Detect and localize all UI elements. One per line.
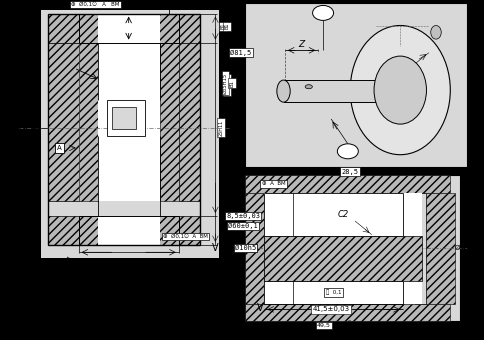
Text: B: B [320, 8, 326, 17]
Text: Ø10H7: Ø10H7 [2, 124, 27, 131]
Bar [98, 14, 160, 42]
Bar [264, 193, 422, 304]
Text: B1: B1 [224, 23, 229, 30]
Bar [78, 42, 98, 201]
Bar [47, 42, 78, 201]
Bar [179, 42, 200, 201]
Text: A: A [57, 145, 62, 151]
Ellipse shape [305, 85, 312, 89]
Text: Ø35H15: Ø35H15 [224, 75, 229, 95]
Text: B1: B1 [221, 23, 226, 30]
Text: 25H11: 25H11 [218, 119, 223, 136]
Bar [245, 193, 264, 304]
Text: V: V [29, 172, 35, 182]
Text: ⎕  0,1: ⎕ 0,1 [326, 290, 341, 295]
Text: Ø81,5: Ø81,5 [230, 50, 251, 56]
Bar [98, 42, 160, 201]
Text: ▷: ▷ [67, 255, 74, 265]
Bar [107, 100, 145, 136]
Bar [245, 175, 460, 321]
Text: Z: Z [299, 40, 305, 49]
Bar [422, 193, 455, 304]
Bar [41, 10, 219, 258]
Text: Ø60±0,1: Ø60±0,1 [228, 223, 258, 229]
Text: 0
-0,1: 0 -0,1 [348, 320, 357, 331]
Bar [284, 80, 405, 102]
Ellipse shape [277, 80, 290, 102]
Bar [245, 175, 450, 193]
Bar [264, 236, 422, 280]
Text: V: V [212, 243, 219, 253]
Ellipse shape [374, 56, 426, 124]
Bar [245, 3, 467, 167]
Bar [47, 14, 200, 42]
Text: A: A [345, 147, 351, 156]
Bar [245, 304, 450, 321]
Circle shape [313, 5, 333, 20]
Ellipse shape [431, 26, 441, 39]
Bar [112, 107, 136, 129]
Text: C2: C2 [337, 210, 348, 219]
Text: Ø30h9: Ø30h9 [455, 245, 479, 251]
Ellipse shape [350, 26, 450, 155]
Text: ⊕  Ø0,1∅   A   BM: ⊕ Ø0,1∅ A BM [72, 2, 120, 7]
Text: 41,5±0,03: 41,5±0,03 [313, 306, 350, 312]
Bar [98, 216, 160, 245]
Text: B1: B1 [229, 80, 235, 87]
Text: Ø10h5: Ø10h5 [235, 245, 256, 251]
Text: Ø10h5: Ø10h5 [235, 245, 256, 251]
Text: W: W [460, 281, 473, 294]
Text: har: har [460, 271, 481, 284]
Text: ⊕  Ø0,1∅  A  BM: ⊕ Ø0,1∅ A BM [164, 234, 208, 239]
Bar [47, 216, 200, 245]
Text: ⊕  A  BM: ⊕ A BM [262, 182, 286, 186]
Text: Ø35H15: Ø35H15 [223, 73, 228, 94]
Bar [160, 42, 179, 201]
Text: 49,5: 49,5 [317, 323, 331, 328]
Circle shape [337, 144, 358, 159]
Text: 28,5: 28,5 [342, 169, 359, 175]
Text: V: V [257, 303, 264, 313]
Text: 8,5±0,03: 8,5±0,03 [226, 213, 260, 219]
Bar [415, 193, 426, 304]
Bar [78, 42, 179, 201]
